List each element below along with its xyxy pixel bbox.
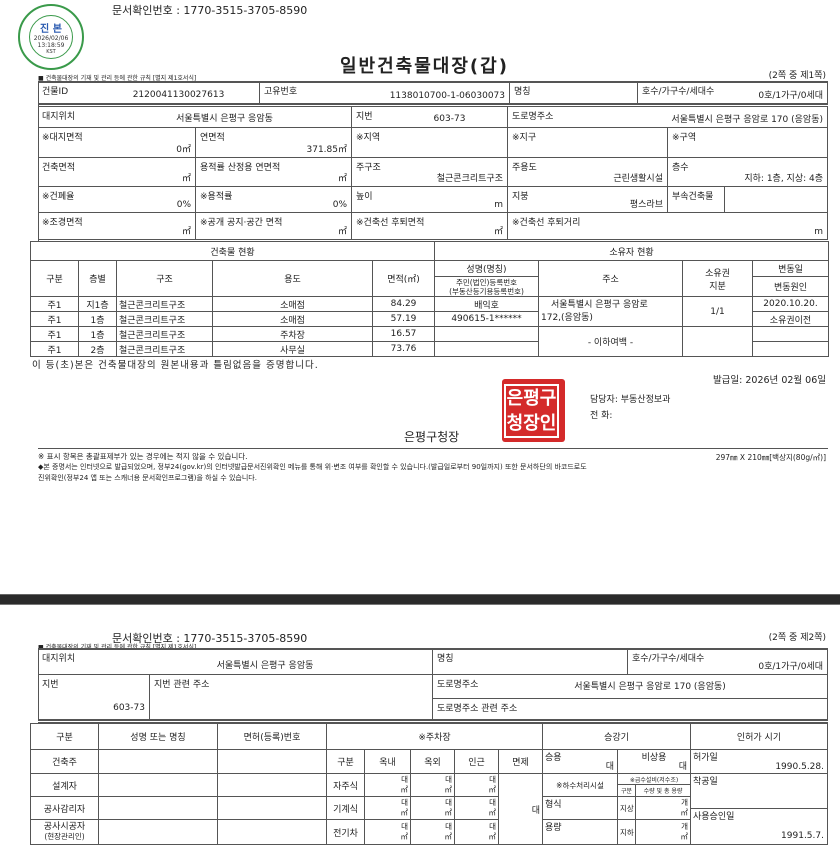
building-name: 명칭 bbox=[510, 82, 638, 104]
contact-dept: 담당자: 부동산정보과 bbox=[590, 395, 671, 405]
road-address: 도로명주소 서울특별시 은평구 응암로 170 (응암동) bbox=[433, 675, 828, 699]
site-location: 대지위치 서울특별시 은평구 응암동 bbox=[38, 649, 433, 675]
far: ※용적률 0% bbox=[196, 187, 352, 213]
verification-stamp: 진 본 2026/02/06 13:18:59 KST bbox=[18, 4, 84, 70]
page-title: 일반건축물대장(갑) bbox=[340, 56, 509, 77]
roof: 지붕 평스라브 bbox=[508, 187, 668, 213]
page-indicator: (2쪽 중 제2쪽) bbox=[768, 633, 826, 643]
contact-phone: 전 화: bbox=[590, 411, 613, 421]
building-id: 건물ID 2120041130027613 bbox=[38, 82, 260, 104]
doc-confirm-number: 문서확인번호 : 1770-3515-3705-8590 bbox=[112, 632, 308, 645]
unique-no: 고유번호 1138010700-1-06030073 bbox=[260, 82, 510, 104]
open-space-area: ※공개 공지·공간 면적 ㎡ bbox=[196, 213, 352, 240]
building-area: 건축면적 ㎡ bbox=[38, 158, 196, 187]
certification-text: 이 등(초)본은 건축물대장의 원본내용과 틀림없음을 증명합니다. bbox=[32, 360, 319, 371]
main-structure: 주구조 철근콘크리트구조 bbox=[352, 158, 508, 187]
zone: ※지역 bbox=[352, 128, 508, 158]
far-area: 용적률 산정용 연면적 ㎡ bbox=[196, 158, 352, 187]
road-address: 도로명주소 서울특별시 은평구 응암로 170 (응암동) bbox=[508, 107, 828, 128]
building-name: 명칭 bbox=[433, 649, 628, 675]
bcr: ※건폐율 0% bbox=[38, 187, 196, 213]
site-location: 대지위치 서울특별시 은평구 응암동 bbox=[38, 107, 352, 128]
road-related-address: 도로명주소 관련 주소 bbox=[433, 699, 828, 720]
site-area: ※대지면적 0㎡ bbox=[38, 128, 196, 158]
lot-number: 지번 603-73 bbox=[38, 675, 150, 720]
area: ※구역 bbox=[668, 128, 828, 158]
units: 호수/가구수/세대수 0호/1가구/0세대 bbox=[638, 82, 828, 104]
form-reference: ■ 건축물대장의 기재 및 관리 등에 관한 규칙 [별지 제1호서식] bbox=[38, 644, 197, 651]
table-row: 주1 1층 철근콘크리트구조 소매점 57.19 bbox=[30, 311, 436, 327]
footnote: ※ 표시 항목은 총괄표제부가 있는 경우에는 적지 않을 수 있습니다. bbox=[38, 452, 248, 461]
height: 높이 m bbox=[352, 187, 508, 213]
main-use: 주용도 근린생활시설 bbox=[508, 158, 668, 187]
doc-confirm-number: 문서확인번호 : 1770-3515-3705-8590 bbox=[112, 4, 308, 17]
annex-building: 부속건축물 bbox=[668, 187, 725, 213]
setback-distance: ※건축선 후퇴거리 m bbox=[508, 213, 828, 240]
units: 호수/가구수/세대수 0호/1가구/0세대 bbox=[628, 649, 828, 675]
lot-number: 지번 603-73 bbox=[352, 107, 508, 128]
permit-table: 인허가 시기 허가일 1990.5.28. 착공일 사용승인일 1991.5.7. bbox=[690, 723, 828, 845]
owner-row: 배익호 서울특별시 은평구 응암로 172,(응암동) 1/1 2020.10.20. bbox=[434, 296, 830, 327]
people-table: 구분 성명 또는 명칭 면허(등록)번호 건축주 설계자 공사감리자 공사시공자 (현… bbox=[30, 723, 327, 845]
parking-table: ※주차장 구분 옥내 옥외 인근 면제 자주식 대 ㎡ 대 ㎡ 대 ㎡ 대 기계식 대 ㎡ 대 ㎡ 대 ㎡ 전기차… bbox=[325, 723, 544, 845]
paper-size: 297㎜ X 210㎜[백상지(80g/㎡)] bbox=[715, 453, 826, 462]
footnote: ◆본 증명서는 인터넷으로 발급되었으며, 정부24(gov.kr)의 인터넷발… bbox=[38, 463, 587, 471]
table-row: 주1 1층 철근콘크리트구조 주차장 16.57 bbox=[30, 326, 436, 342]
page-indicator: (2쪽 중 제1쪽) bbox=[768, 71, 826, 81]
elevator-table: 승강기 승용 대 비상용 대 ※하수처리시설 ※급수설비(저수조) 구분 수량 및 총 용… bbox=[541, 723, 692, 845]
building-status-table: 건축물 현황 구분 층별 구조 용도 면적(㎡) 주1 지1층 철근콘크리트구조 소매점 84.… bbox=[29, 241, 436, 357]
lot-related-address: 지번 관련 주소 bbox=[150, 675, 433, 720]
issue-date: 발급일: 2026년 02월 06일 bbox=[712, 375, 826, 386]
table-row: 주1 지1층 철근콘크리트구조 소매점 84.29 bbox=[30, 296, 436, 312]
floors: 층수 지하: 1층, 지상: 4층 bbox=[668, 158, 828, 187]
table-row: 주1 2층 철근콘크리트구조 사무실 73.76 bbox=[30, 341, 436, 357]
owner-status-table: 소유자 현황 성명(명칭) 주소 소유권 지분 변동일 주민(법인)등록번호 (부동산등기… bbox=[433, 241, 830, 357]
landscape-area: ※조경면적 ㎡ bbox=[38, 213, 196, 240]
footnote: 진위확인(정부24 앱 또는 스캐너용 문서확인프로그램)을 하실 수 있습니다… bbox=[38, 474, 257, 482]
official-seal: 은평구 청장인 bbox=[502, 379, 565, 442]
page-separator bbox=[0, 594, 840, 605]
annex-value bbox=[725, 187, 828, 213]
setback-area: ※건축선 후퇴면적 ㎡ bbox=[352, 213, 508, 240]
issuer: 은평구청장 bbox=[404, 430, 460, 444]
form-reference: ■ 건축물대장의 기재 및 관리 등에 관한 규칙 [별지 제1호서식] bbox=[38, 75, 197, 82]
district: ※지구 bbox=[508, 128, 668, 158]
total-area: 연면적 371.85㎡ bbox=[196, 128, 352, 158]
